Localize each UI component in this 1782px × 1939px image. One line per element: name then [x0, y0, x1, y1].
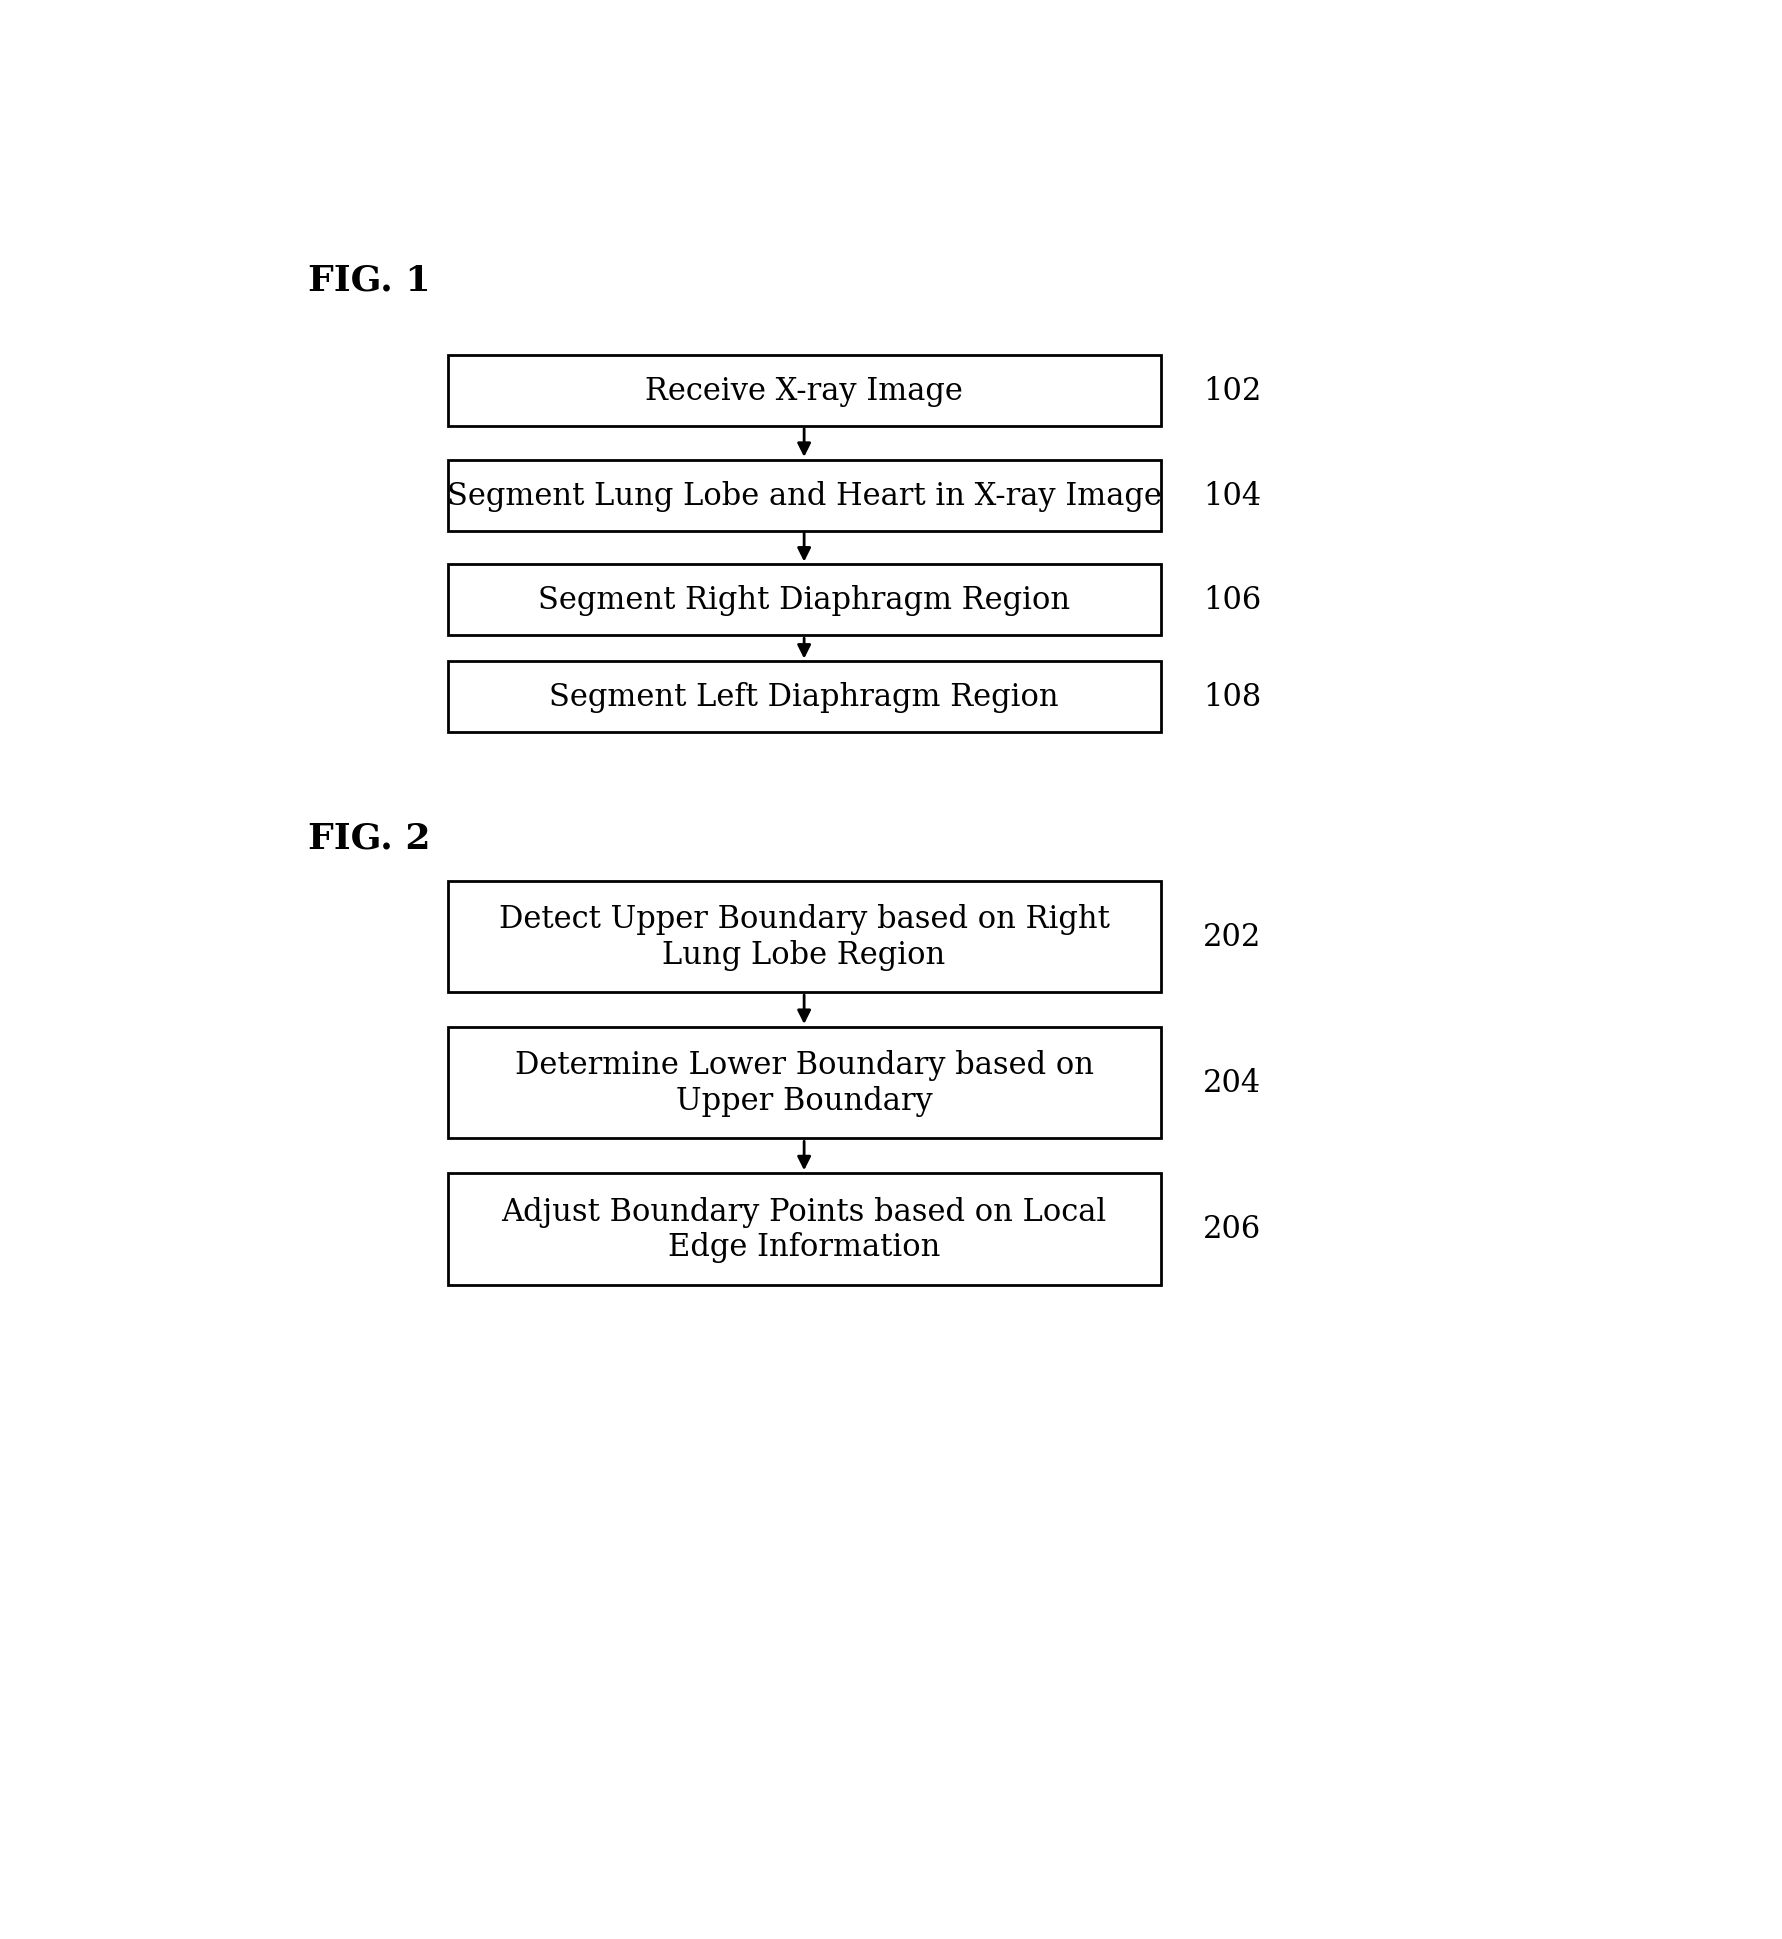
Text: 104: 104 — [1203, 481, 1260, 512]
Text: 102: 102 — [1203, 376, 1262, 407]
FancyBboxPatch shape — [447, 1028, 1160, 1138]
Text: FIG. 2: FIG. 2 — [308, 822, 431, 855]
Text: Adjust Boundary Points based on Local
Edge Information: Adjust Boundary Points based on Local Ed… — [501, 1196, 1107, 1262]
FancyBboxPatch shape — [447, 661, 1160, 733]
Text: Segment Lung Lobe and Heart in X-ray Image: Segment Lung Lobe and Heart in X-ray Ima… — [447, 481, 1160, 512]
Text: Segment Right Diaphragm Region: Segment Right Diaphragm Region — [538, 586, 1069, 617]
Text: Detect Upper Boundary based on Right
Lung Lobe Region: Detect Upper Boundary based on Right Lun… — [499, 904, 1108, 970]
FancyBboxPatch shape — [447, 880, 1160, 993]
FancyBboxPatch shape — [447, 564, 1160, 636]
Text: 206: 206 — [1203, 1214, 1262, 1245]
Text: 202: 202 — [1203, 921, 1262, 952]
Text: Segment Left Diaphragm Region: Segment Left Diaphragm Region — [549, 683, 1059, 714]
FancyBboxPatch shape — [447, 357, 1160, 427]
Text: 204: 204 — [1203, 1068, 1260, 1099]
Text: 106: 106 — [1203, 586, 1262, 617]
Text: FIG. 1: FIG. 1 — [308, 264, 431, 297]
FancyBboxPatch shape — [447, 460, 1160, 531]
FancyBboxPatch shape — [447, 1173, 1160, 1286]
Text: Receive X-ray Image: Receive X-ray Image — [645, 376, 962, 407]
Text: 108: 108 — [1203, 683, 1262, 714]
Text: Determine Lower Boundary based on
Upper Boundary: Determine Lower Boundary based on Upper … — [515, 1049, 1092, 1117]
